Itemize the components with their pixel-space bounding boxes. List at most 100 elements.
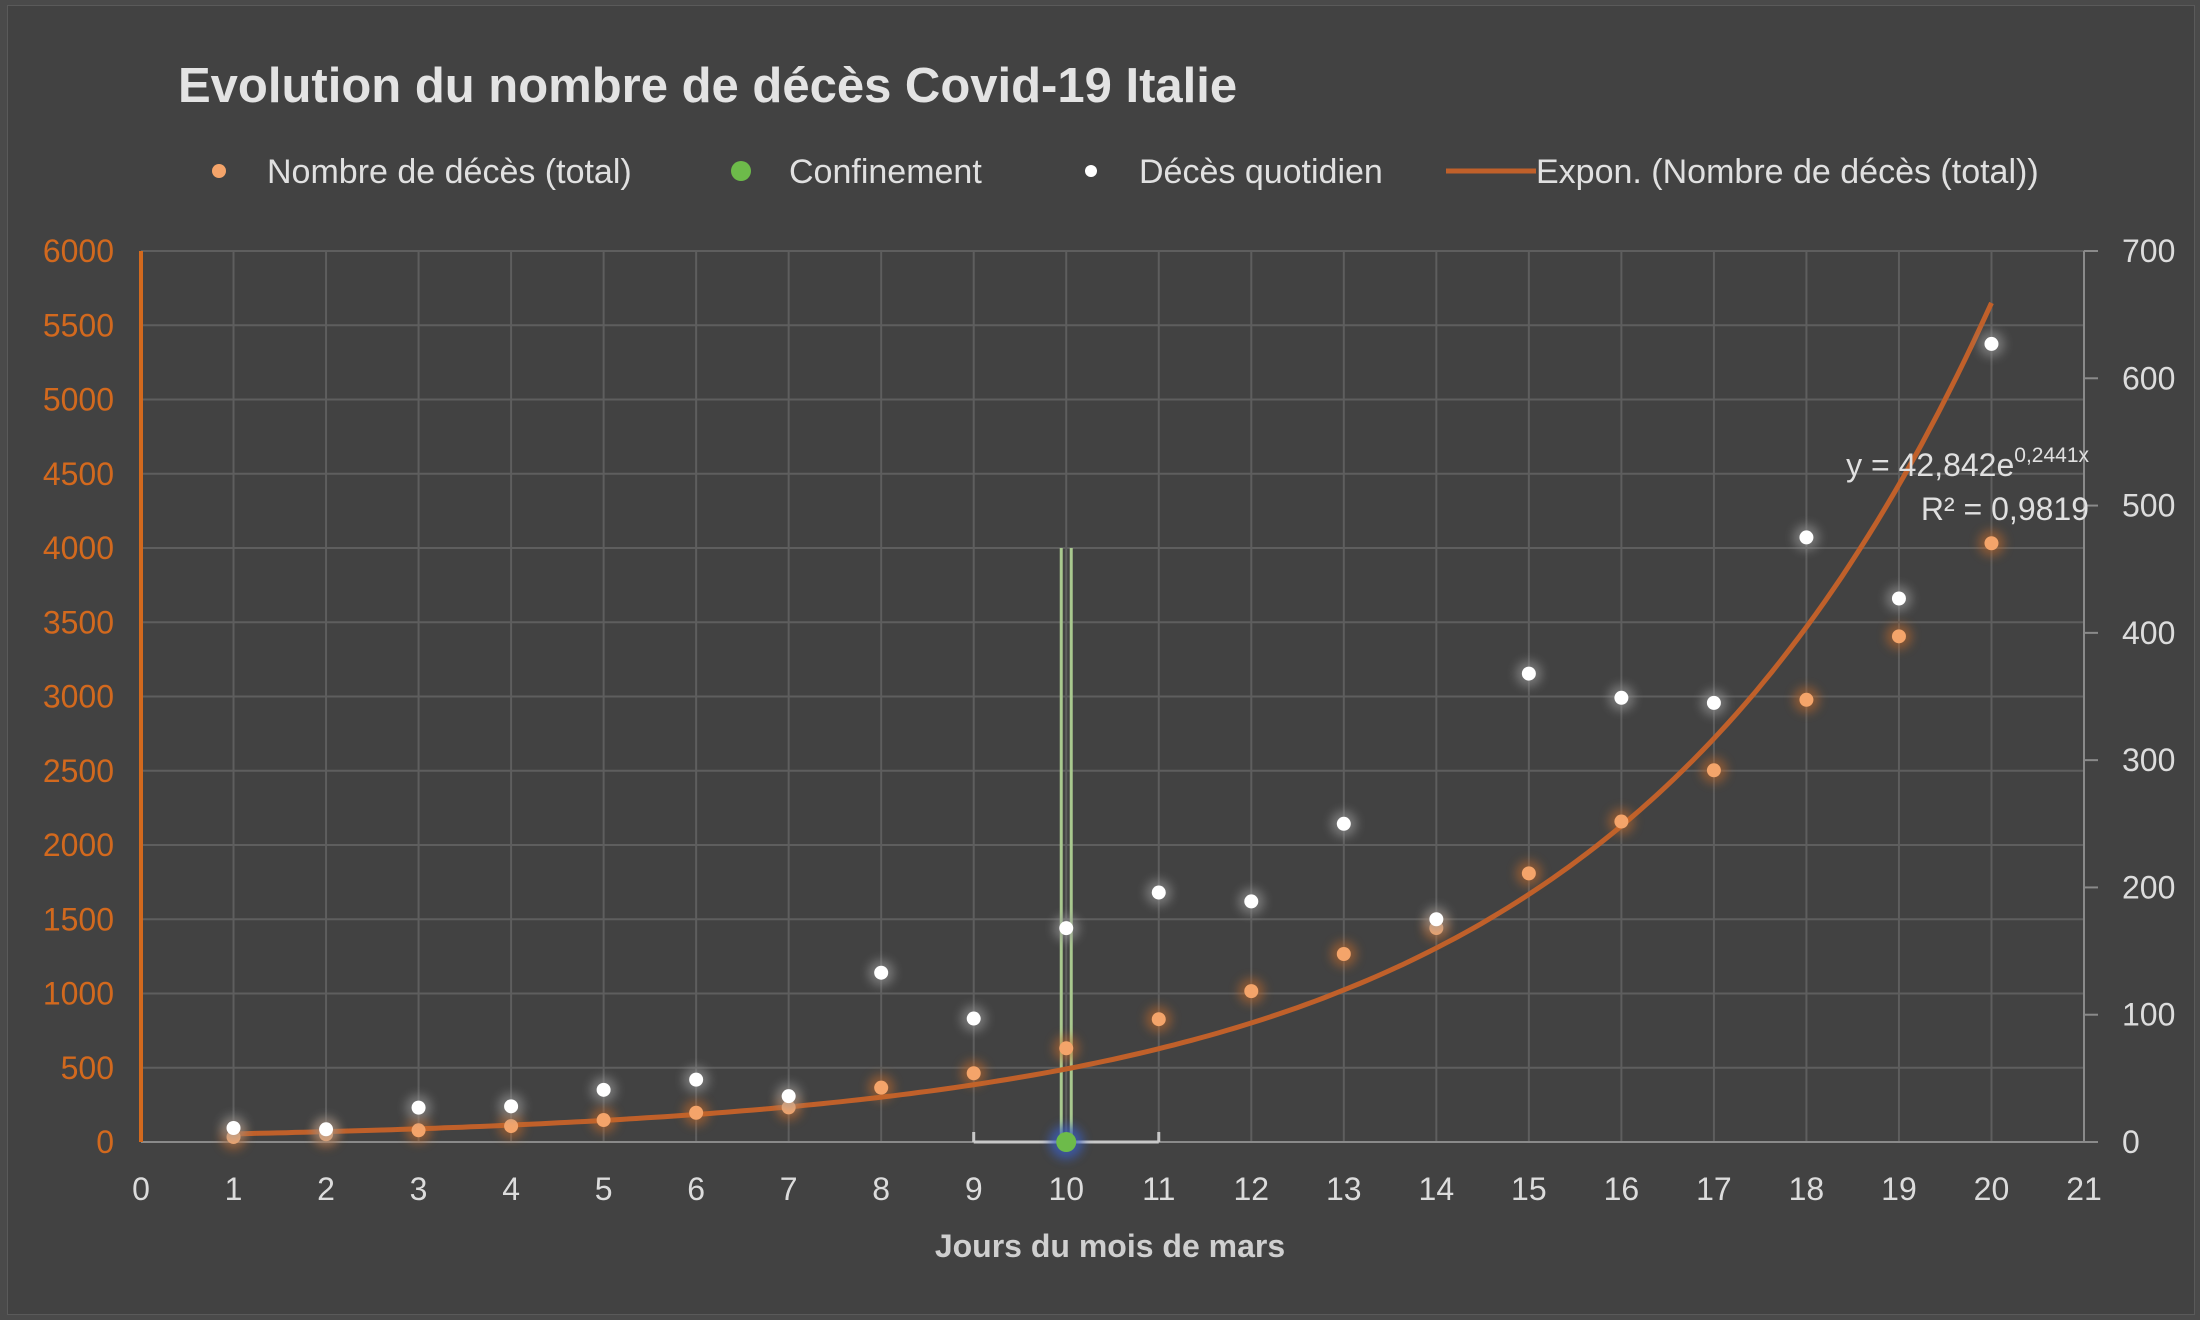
- daily-deaths-point: [966, 1011, 981, 1026]
- daily-deaths-point: [411, 1100, 426, 1115]
- trendline-r-squared: R² = 0,9819: [1921, 491, 2089, 527]
- x-tick-label: 21: [2066, 1171, 2102, 1207]
- x-tick-label: 20: [1974, 1171, 2010, 1207]
- trendline: [233, 301, 1994, 1137]
- legend-marker-daily: [1085, 165, 1097, 177]
- y-left-tick-label: 500: [61, 1050, 114, 1086]
- y-right-tick-label: 200: [2122, 869, 2175, 905]
- daily-deaths-point: [1336, 816, 1351, 831]
- y-right-tick-label: 400: [2122, 615, 2175, 651]
- y-left-tick-label: 3500: [43, 604, 114, 640]
- x-tick-label: 15: [1511, 1171, 1547, 1207]
- trendline-equation: y = 42,842e0,2441x R² = 0,9819: [1846, 444, 2089, 527]
- x-tick-label: 14: [1419, 1171, 1455, 1207]
- y-left-tick-label: 1500: [43, 901, 114, 937]
- total-deaths-point: [1244, 984, 1259, 999]
- y-right-tick-label: 300: [2122, 742, 2175, 778]
- y-right-tick-label: 100: [2122, 997, 2175, 1033]
- y-right-tick-label: 700: [2122, 233, 2175, 269]
- x-tick-label: 5: [595, 1171, 613, 1207]
- x-tick-label: 0: [132, 1171, 150, 1207]
- trendline-formula-exponent: 0,2441x: [2014, 444, 2089, 467]
- grid: [141, 250, 2084, 1142]
- daily-deaths-point: [1059, 921, 1074, 936]
- data-points: [220, 330, 2005, 1150]
- daily-deaths-point: [1984, 336, 1999, 351]
- daily-deaths-point: [504, 1099, 519, 1114]
- legend-marker-confinement: [731, 161, 751, 181]
- x-tick-label: 12: [1233, 1171, 1269, 1207]
- x-tick-label: 19: [1881, 1171, 1917, 1207]
- daily-deaths-point: [1891, 591, 1906, 606]
- y-right-tick-label: 0: [2122, 1124, 2140, 1160]
- legend-marker-total: [212, 164, 226, 178]
- x-tick-label: 7: [780, 1171, 798, 1207]
- total-deaths-point: [1614, 814, 1629, 829]
- total-deaths-point: [1891, 629, 1906, 644]
- total-deaths-point: [874, 1080, 889, 1095]
- daily-deaths-point: [1244, 894, 1259, 909]
- x-tick-label: 4: [502, 1171, 520, 1207]
- daily-deaths-point: [874, 965, 889, 980]
- y-right-tick-label: 500: [2122, 488, 2175, 524]
- y-right-tick-label: 600: [2122, 360, 2175, 396]
- x-tick-label: 2: [317, 1171, 335, 1207]
- daily-deaths-point: [689, 1072, 704, 1087]
- x-tick-label: 6: [687, 1171, 705, 1207]
- daily-deaths-point: [1706, 695, 1721, 710]
- x-tick-label: 1: [225, 1171, 243, 1207]
- chart-title: Evolution du nombre de décès Covid-19 It…: [178, 59, 1237, 113]
- x-axis-title: Jours du mois de mars: [935, 1228, 1285, 1264]
- legend-item-total: Nombre de décès (total): [212, 153, 632, 191]
- total-deaths-point: [1799, 692, 1814, 707]
- total-deaths-point: [1521, 866, 1536, 881]
- legend-label-total: Nombre de décès (total): [267, 153, 632, 191]
- chart-svg: Evolution du nombre de décès Covid-19 It…: [43, 59, 2176, 1264]
- y-left-tick-label: 4000: [43, 530, 114, 566]
- y-left-tick-label: 5000: [43, 382, 114, 418]
- x-tick-label: 18: [1789, 1171, 1825, 1207]
- trendline-formula-base: y = 42,842e: [1846, 447, 2014, 483]
- daily-deaths-point: [781, 1089, 796, 1104]
- daily-deaths-point: [226, 1120, 241, 1135]
- daily-deaths-point: [319, 1122, 334, 1137]
- x-tick-label: 3: [410, 1171, 428, 1207]
- legend-item-trendline: Expon. (Nombre de décès (total)): [1446, 153, 2039, 191]
- total-deaths-point: [1336, 946, 1351, 961]
- trendline-formula: y = 42,842e0,2441x: [1846, 444, 2089, 483]
- total-deaths-point: [596, 1113, 611, 1128]
- total-deaths-point: [1984, 536, 1999, 551]
- total-deaths-point: [1059, 1041, 1074, 1056]
- legend-label-confinement: Confinement: [789, 153, 982, 191]
- chart-frame: Evolution du nombre de décès Covid-19 It…: [7, 5, 2195, 1315]
- x-tick-label: 16: [1604, 1171, 1640, 1207]
- total-deaths-point: [411, 1123, 426, 1138]
- y-left-tick-label: 1000: [43, 976, 114, 1012]
- daily-deaths-point: [1429, 912, 1444, 927]
- total-deaths-point: [966, 1066, 981, 1081]
- total-deaths-point: [1151, 1012, 1166, 1027]
- y-left-tick-label: 6000: [43, 233, 114, 269]
- x-tick-label: 11: [1142, 1171, 1175, 1207]
- legend-label-daily: Décès quotidien: [1139, 153, 1383, 191]
- daily-deaths-point: [1799, 530, 1814, 545]
- x-tick-label: 17: [1696, 1171, 1732, 1207]
- daily-deaths-point: [1151, 885, 1166, 900]
- daily-deaths-point: [1614, 690, 1629, 705]
- y-left-tick-label: 5500: [43, 307, 114, 343]
- x-tick-label: 10: [1048, 1171, 1084, 1207]
- daily-deaths-point: [596, 1082, 611, 1097]
- y-left-tick-label: 2500: [43, 753, 114, 789]
- trendline-curve: [233, 301, 1994, 1137]
- daily-deaths-point: [1521, 666, 1536, 681]
- total-deaths-point: [504, 1119, 519, 1134]
- y-left-tick-label: 0: [96, 1124, 114, 1160]
- y-left-tick-label: 2000: [43, 827, 114, 863]
- x-tick-label: 9: [965, 1171, 983, 1207]
- x-tick-label: 8: [872, 1171, 890, 1207]
- total-deaths-point: [1706, 763, 1721, 778]
- total-deaths-point: [689, 1105, 704, 1120]
- y-left-tick-label: 3000: [43, 679, 114, 715]
- ticks: 0 1 2 3 4 5 6 7 8 9 10 11 12 13 14 15 16 17 18 19 20 21050010…: [43, 233, 2176, 1207]
- legend-item-daily: Décès quotidien: [1085, 153, 1383, 191]
